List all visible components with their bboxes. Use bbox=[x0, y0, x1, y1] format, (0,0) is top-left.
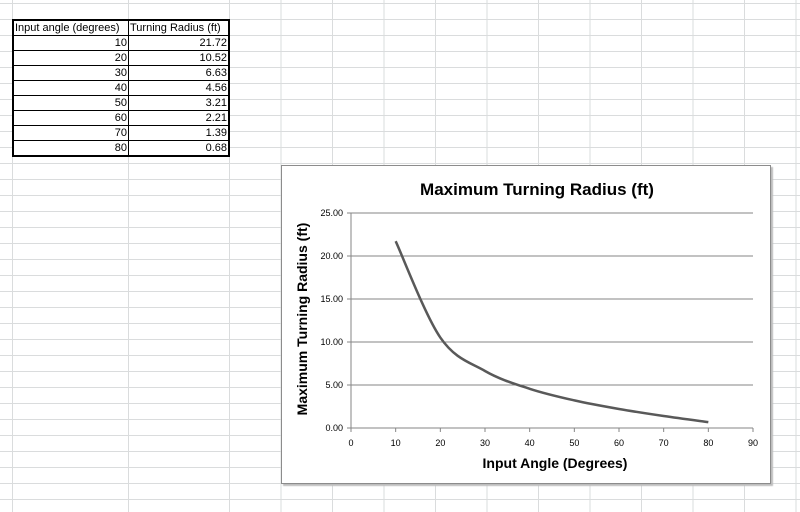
x-tick-label: 20 bbox=[435, 438, 445, 448]
cell-turning-radius[interactable]: 10.52 bbox=[128, 50, 230, 66]
table-row: 30 6.63 bbox=[12, 65, 230, 81]
x-tick-label: 60 bbox=[614, 438, 624, 448]
table-row: 70 1.39 bbox=[12, 125, 230, 141]
table-row: 40 4.56 bbox=[12, 80, 230, 96]
column-line bbox=[12, 0, 13, 512]
x-tick-label: 90 bbox=[748, 438, 758, 448]
cell-turning-radius[interactable]: 3.21 bbox=[128, 95, 230, 111]
cell-turning-radius[interactable]: 6.63 bbox=[128, 65, 230, 81]
cell-input-angle[interactable]: 10 bbox=[12, 35, 129, 51]
table-row: 10 21.72 bbox=[12, 35, 230, 51]
column-line bbox=[229, 0, 230, 512]
table-row: 20 10.52 bbox=[12, 50, 230, 66]
cell-input-angle[interactable]: 20 bbox=[12, 50, 129, 66]
chart-title: Maximum Turning Radius (ft) bbox=[420, 180, 654, 199]
y-tick-label: 5.00 bbox=[325, 380, 343, 390]
cell-turning-radius[interactable]: 2.21 bbox=[128, 110, 230, 126]
x-tick-label: 50 bbox=[569, 438, 579, 448]
cell-input-angle[interactable]: 40 bbox=[12, 80, 129, 96]
table-header-row: Input angle (degrees) Turning Radius (ft… bbox=[12, 19, 230, 36]
cell-input-angle[interactable]: 80 bbox=[12, 140, 129, 157]
cell-turning-radius[interactable]: 0.68 bbox=[128, 140, 230, 157]
x-axis-label: Input Angle (Degrees) bbox=[483, 455, 628, 471]
y-axis-label: Maximum Turning Radius (ft) bbox=[294, 223, 310, 416]
y-tick-label: 0.00 bbox=[325, 423, 343, 433]
cell-input-angle[interactable]: 50 bbox=[12, 95, 129, 111]
cell-input-angle[interactable]: 60 bbox=[12, 110, 129, 126]
y-tick-label: 25.00 bbox=[320, 208, 343, 218]
chart-svg: Maximum Turning Radius (ft) Input Angle … bbox=[294, 180, 758, 471]
x-tick-label: 10 bbox=[391, 438, 401, 448]
chart[interactable]: Maximum Turning Radius (ft) Input Angle … bbox=[281, 165, 771, 484]
x-tick-label: 30 bbox=[480, 438, 490, 448]
y-tick-label: 20.00 bbox=[320, 251, 343, 261]
cell-input-angle[interactable]: 70 bbox=[12, 125, 129, 141]
cell-turning-radius[interactable]: 21.72 bbox=[128, 35, 230, 51]
y-tick-label: 15.00 bbox=[320, 294, 343, 304]
x-tick-label: 0 bbox=[348, 438, 353, 448]
x-tick-label: 80 bbox=[703, 438, 713, 448]
cell-input-angle[interactable]: 30 bbox=[12, 65, 129, 81]
column-line bbox=[128, 0, 129, 512]
cell-turning-radius[interactable]: 1.39 bbox=[128, 125, 230, 141]
x-tick-label: 40 bbox=[525, 438, 535, 448]
table-row: 80 0.68 bbox=[12, 140, 230, 157]
series-line-turning-radius bbox=[394, 240, 709, 424]
header-input-angle[interactable]: Input angle (degrees) bbox=[12, 19, 129, 36]
data-table: Input angle (degrees) Turning Radius (ft… bbox=[12, 19, 230, 157]
table-row: 60 2.21 bbox=[12, 110, 230, 126]
cell-turning-radius[interactable]: 4.56 bbox=[128, 80, 230, 96]
table-row: 50 3.21 bbox=[12, 95, 230, 111]
header-turning-radius[interactable]: Turning Radius (ft) bbox=[128, 19, 230, 36]
x-tick-label: 70 bbox=[659, 438, 669, 448]
y-tick-label: 10.00 bbox=[320, 337, 343, 347]
